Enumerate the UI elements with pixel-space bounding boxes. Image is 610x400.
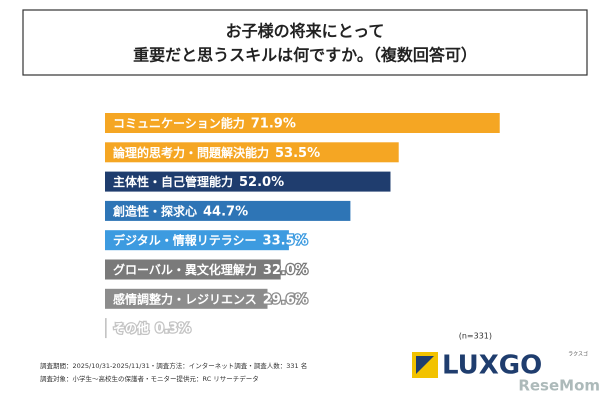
value-label: 52.0%: [239, 175, 284, 190]
value-label: 71.9%: [251, 117, 296, 132]
bar: [105, 288, 268, 309]
watermark: ReseMom: [518, 377, 600, 395]
value-label: 44.7%: [203, 204, 248, 219]
bar: [105, 259, 281, 280]
bar: [105, 113, 500, 133]
value-label: 29.6%: [263, 292, 308, 307]
sample-note: (n=331): [459, 332, 492, 341]
category-label: 創造性・探求心: [112, 203, 197, 218]
bar: [105, 142, 399, 163]
value-label: 0.3%: [155, 322, 191, 337]
category-label: グローバル・異文化理解力: [113, 262, 257, 277]
logo-kana: ラクスゴ: [568, 351, 588, 358]
category-label: 論理的思考力・問題解決能力: [113, 145, 269, 160]
title-box: [22, 9, 588, 76]
value-label: 33.5%: [263, 234, 308, 249]
category-label: デジタル・情報リテラシー: [113, 233, 257, 248]
value-label: 53.5%: [275, 146, 320, 161]
logo-mark: [416, 356, 434, 374]
footnote: 調査対象：小学生～高校生の保護者・モニター提供元：RC リサーチデータ: [40, 374, 259, 383]
category-label: その他: [113, 321, 149, 336]
bar: [105, 318, 107, 339]
chart-title: お子様の将来にとって: [226, 22, 385, 41]
category-label: 主体性・自己管理能力: [113, 174, 233, 189]
footnote: 調査期間：2025/10/31-2025/11/31・調査方法：インターネット調…: [40, 361, 307, 370]
category-label: コミュニケーション能力: [113, 116, 245, 131]
bar: [105, 200, 351, 221]
bar: [105, 230, 289, 251]
bar: [105, 171, 391, 192]
value-label: 32.0%: [263, 263, 308, 278]
logo-name: LUXGO: [442, 351, 542, 381]
chart-title: 重要だと思うスキルは何ですか。（複数回答可）: [133, 46, 477, 65]
category-label: 感情調整力・レジリエンス: [113, 291, 257, 306]
